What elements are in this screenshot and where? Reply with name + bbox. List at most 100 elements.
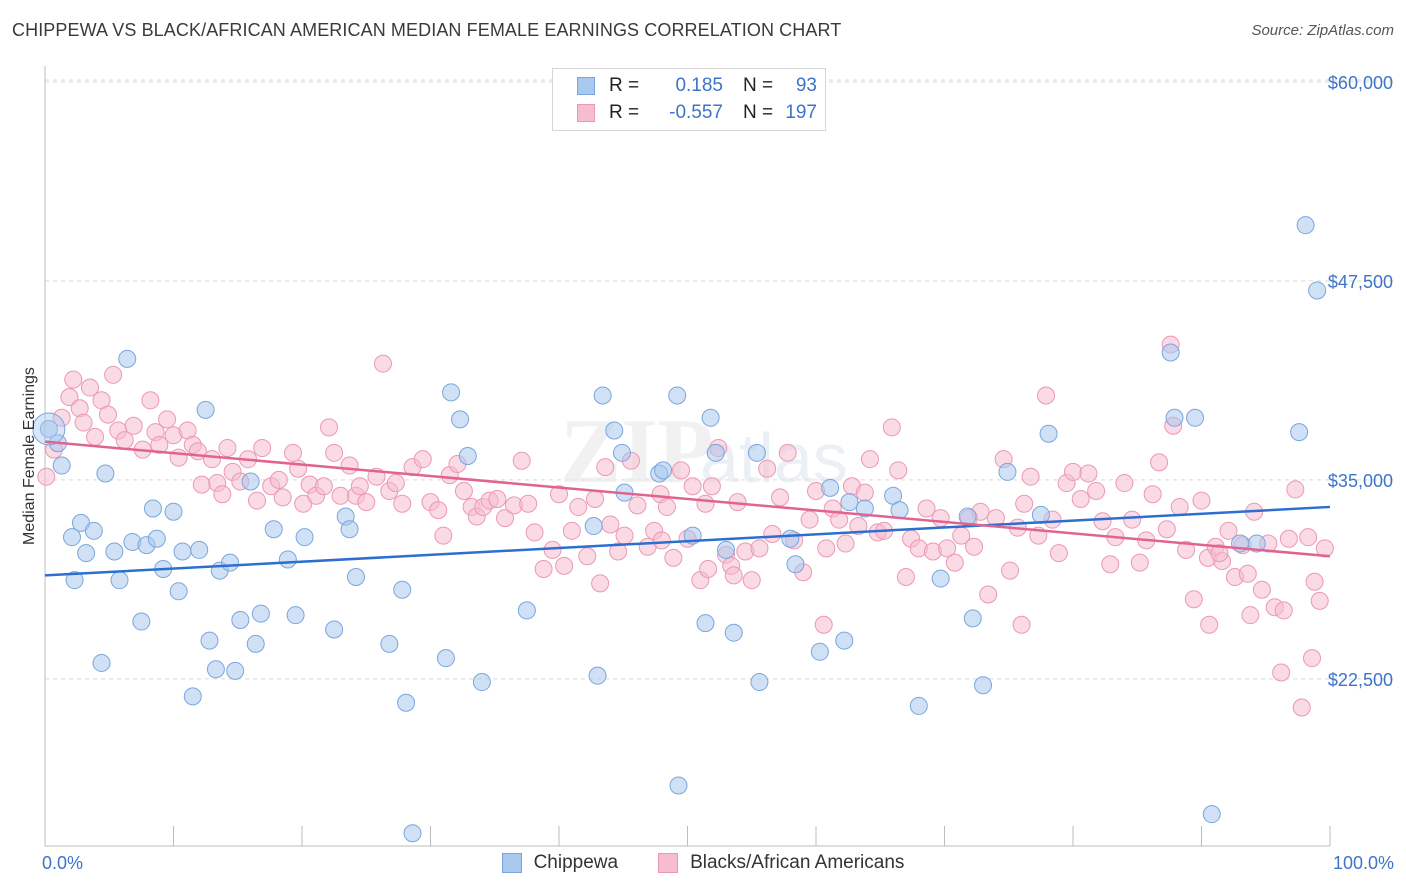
blacks-point	[1012, 615, 1031, 634]
blacks-point	[1049, 544, 1068, 563]
blacks-point	[393, 494, 412, 513]
chippewa-point	[241, 472, 260, 491]
chippewa-point	[77, 544, 96, 563]
chippewa-point	[593, 386, 612, 405]
blacks-point	[1252, 580, 1271, 599]
blacks-point	[1130, 553, 1149, 572]
blacks-point	[534, 560, 553, 579]
blacks-point	[319, 418, 338, 437]
blacks-point	[778, 443, 797, 462]
chippewa-point	[909, 696, 928, 715]
blacks-point	[945, 553, 964, 572]
chippewa-point	[52, 456, 71, 475]
blacks-point	[683, 477, 702, 496]
chippewa-point	[286, 606, 305, 625]
chippewa-point	[169, 582, 188, 601]
blacks-point	[74, 413, 93, 432]
chippewa-point	[264, 520, 283, 539]
chippewa-point	[206, 660, 225, 679]
n-label: N =	[743, 75, 774, 96]
chippewa-point	[84, 521, 103, 540]
blacks-point	[525, 523, 544, 542]
chippewa-point	[196, 400, 215, 419]
blacks-point	[150, 435, 169, 454]
chippewa-point	[750, 673, 769, 692]
grid-lines	[45, 79, 1395, 680]
chippewa-point	[65, 571, 84, 590]
chippewa-point	[221, 553, 240, 572]
blacks-point	[1093, 512, 1112, 531]
blacks-point	[1292, 698, 1311, 717]
legend-row-chippewa: R = 0.185 N = 93	[577, 74, 817, 98]
blacks-point	[1021, 467, 1040, 486]
blacks-point	[763, 525, 782, 543]
legend-item-blacks: Blacks/African Americans	[658, 852, 904, 874]
blacks-point	[340, 456, 359, 475]
chippewa-point	[295, 528, 314, 547]
blacks-point	[860, 450, 879, 469]
x-tick-label: 100.0%	[1333, 853, 1394, 873]
y-tick-label: $22,500	[1328, 670, 1393, 690]
blacks-point	[562, 521, 581, 540]
blacks-point	[750, 539, 769, 558]
chippewa-point	[132, 612, 151, 631]
blacks-point	[1238, 564, 1257, 583]
blacks-point	[37, 467, 56, 486]
chippewa-point	[810, 642, 829, 661]
blacks-point	[938, 539, 957, 558]
blacks-point	[652, 531, 671, 550]
blacks-point	[1279, 529, 1298, 548]
chippewa-point	[39, 419, 58, 438]
series-legend: Chippewa Blacks/African Americans	[0, 852, 1406, 874]
blacks-point	[1286, 480, 1305, 499]
chippewa-point	[724, 623, 743, 642]
chippewa-point	[32, 412, 66, 446]
chippewa-point	[190, 540, 209, 559]
chippewa-point	[436, 649, 455, 668]
x-tick-label: 0.0%	[42, 853, 83, 873]
chippewa-point	[403, 824, 422, 843]
blacks-point	[1079, 464, 1098, 483]
chippewa-point	[1308, 281, 1327, 300]
blacks-point	[1143, 485, 1162, 504]
blacks-point	[849, 517, 868, 536]
blacks-point	[429, 501, 448, 520]
blacks-point	[817, 539, 836, 558]
chippewa-point	[669, 776, 688, 795]
chippewa-point	[1186, 408, 1205, 427]
blacks-point	[519, 494, 538, 513]
chippewa-point	[781, 529, 800, 548]
blacks-point	[52, 408, 71, 427]
blacks-point	[80, 378, 99, 397]
r-label: R =	[609, 102, 640, 123]
blacks-point	[1115, 474, 1134, 493]
chippewa-point	[786, 555, 805, 574]
chippewa-point	[472, 673, 491, 692]
blacks-point	[1305, 572, 1324, 591]
chippewa-point	[1202, 805, 1221, 824]
blacks-point	[98, 405, 117, 424]
blacks-swatch-icon	[577, 104, 595, 122]
chippewa-swatch-icon	[501, 853, 522, 873]
chippewa-point	[442, 383, 461, 402]
blacks-point	[596, 458, 615, 477]
blacks-point	[1015, 494, 1034, 513]
blacks-point	[496, 509, 515, 528]
blacks-point	[1064, 462, 1082, 481]
series-chippewa	[32, 216, 1327, 843]
blacks-point	[882, 418, 901, 437]
blacks-point	[1241, 606, 1260, 625]
chippewa-point	[458, 447, 477, 465]
r-value: 0.185	[675, 75, 723, 96]
blacks-point	[512, 451, 531, 470]
legend-label-blacks: Blacks/African Americans	[690, 852, 905, 873]
chippewa-point	[173, 542, 192, 561]
axes	[44, 66, 1331, 847]
chippewa-point	[835, 631, 854, 650]
blacks-point	[284, 443, 303, 462]
blacks-point	[454, 482, 473, 501]
blacks-point	[742, 571, 761, 590]
chippewa-point	[701, 408, 720, 427]
blacks-point	[591, 574, 610, 593]
blacks-point	[569, 497, 588, 516]
